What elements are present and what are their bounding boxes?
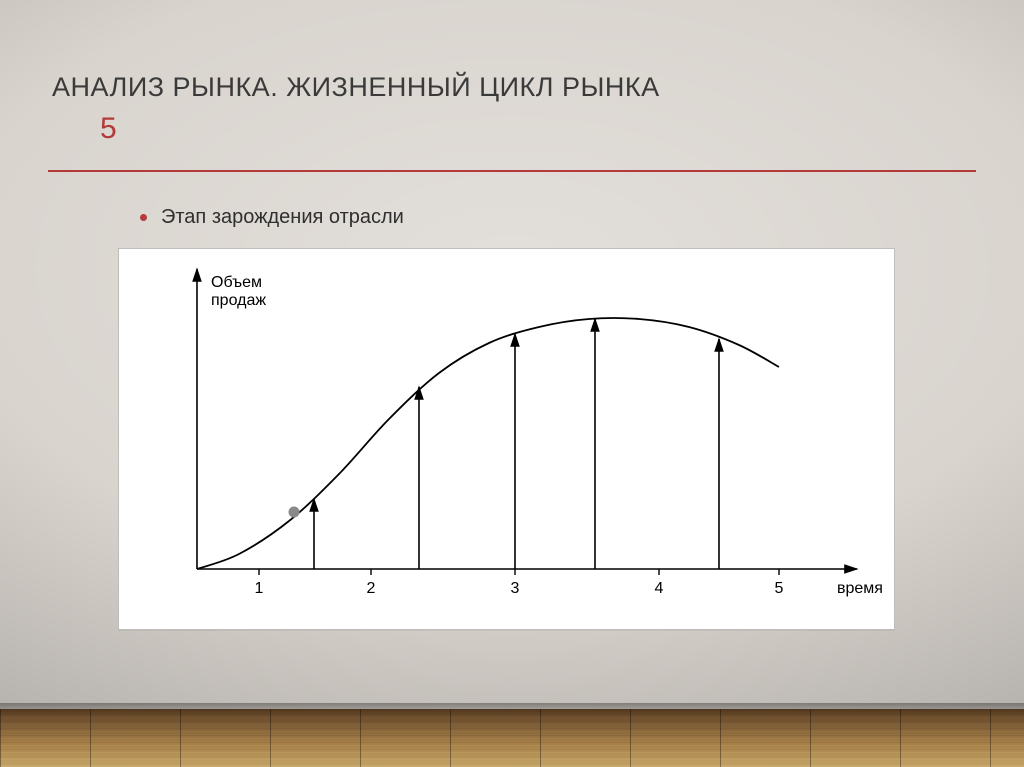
slide: АНАЛИЗ РЫНКА. ЖИЗНЕННЫЙ ЦИКЛ РЫНКА 5 Эта… xyxy=(0,0,1024,767)
svg-text:1: 1 xyxy=(255,580,264,597)
lifecycle-chart: Объемпродаж 1 2 3 4 5 время xyxy=(118,248,895,630)
divider-rule xyxy=(48,170,976,172)
bullet-dot-icon xyxy=(140,214,147,221)
svg-text:3: 3 xyxy=(511,580,520,597)
svg-text:5: 5 xyxy=(775,580,784,597)
floor-texture xyxy=(0,709,1024,767)
svg-text:продаж: продаж xyxy=(211,292,266,309)
chart-svg: Объемпродаж 1 2 3 4 5 время xyxy=(119,249,894,629)
svg-text:время: время xyxy=(837,580,883,597)
svg-text:Объем: Объем xyxy=(211,274,262,291)
bullet-text: Этап зарождения отрасли xyxy=(161,206,404,229)
slide-title: АНАЛИЗ РЫНКА. ЖИЗНЕННЫЙ ЦИКЛ РЫНКА xyxy=(52,72,660,103)
svg-text:2: 2 xyxy=(367,580,376,597)
bullet-item: Этап зарождения отрасли xyxy=(140,206,404,229)
slide-number: 5 xyxy=(100,112,117,146)
svg-text:4: 4 xyxy=(655,580,664,597)
